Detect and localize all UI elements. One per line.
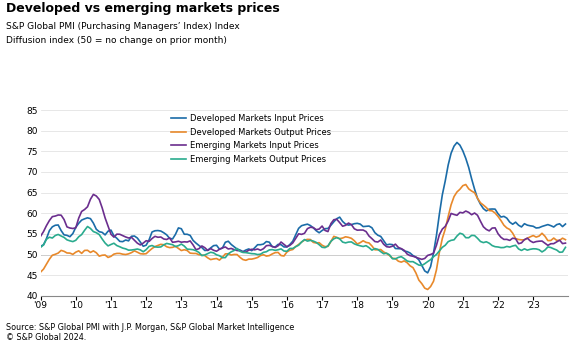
Text: Diffusion index (50 = no change on prior month): Diffusion index (50 = no change on prior… bbox=[6, 36, 227, 45]
Developed Markets Output Prices bbox=[46, 257, 53, 261]
Developed Markets Output Prices bbox=[424, 288, 431, 292]
Emerging Markets Output Prices bbox=[509, 244, 516, 248]
Emerging Markets Input Prices bbox=[509, 236, 516, 240]
Text: S&P Global PMI (Purchasing Managers’ Index) Index: S&P Global PMI (Purchasing Managers’ Ind… bbox=[6, 22, 240, 31]
Emerging Markets Output Prices bbox=[550, 247, 557, 251]
Emerging Markets Output Prices bbox=[240, 250, 246, 255]
Developed Markets Input Prices bbox=[562, 222, 569, 226]
Developed Markets Input Prices bbox=[424, 271, 431, 275]
Developed Markets Output Prices bbox=[562, 238, 569, 242]
Emerging Markets Input Prices bbox=[562, 241, 569, 245]
Text: Source: S&P Global PMI with J.P. Morgan, S&P Global Market Intelligence
© S&P Gl: Source: S&P Global PMI with J.P. Morgan,… bbox=[6, 323, 294, 342]
Developed Markets Output Prices bbox=[237, 255, 244, 259]
Developed Markets Output Prices bbox=[146, 249, 153, 253]
Developed Markets Input Prices bbox=[550, 225, 557, 229]
Legend: Developed Markets Input Prices, Developed Markets Output Prices, Emerging Market: Developed Markets Input Prices, Develope… bbox=[172, 114, 331, 164]
Text: Developed vs emerging markets prices: Developed vs emerging markets prices bbox=[6, 2, 280, 15]
Developed Markets Input Prices bbox=[46, 228, 53, 233]
Developed Markets Input Prices bbox=[37, 244, 44, 248]
Emerging Markets Output Prices bbox=[148, 244, 155, 248]
Developed Markets Input Prices bbox=[146, 238, 153, 242]
Emerging Markets Input Prices bbox=[418, 257, 425, 261]
Developed Markets Output Prices bbox=[462, 182, 469, 186]
Line: Emerging Markets Output Prices: Emerging Markets Output Prices bbox=[41, 226, 566, 266]
Developed Markets Output Prices bbox=[509, 231, 516, 235]
Developed Markets Output Prices bbox=[37, 270, 44, 274]
Line: Emerging Markets Input Prices: Emerging Markets Input Prices bbox=[41, 194, 566, 259]
Line: Developed Markets Input Prices: Developed Markets Input Prices bbox=[41, 142, 566, 273]
Developed Markets Output Prices bbox=[99, 253, 106, 257]
Emerging Markets Output Prices bbox=[46, 235, 53, 239]
Developed Markets Output Prices bbox=[550, 236, 557, 240]
Developed Markets Input Prices bbox=[509, 222, 516, 226]
Developed Markets Input Prices bbox=[237, 248, 244, 252]
Emerging Markets Output Prices bbox=[562, 245, 569, 249]
Developed Markets Input Prices bbox=[454, 140, 461, 144]
Developed Markets Input Prices bbox=[99, 230, 106, 235]
Emerging Markets Output Prices bbox=[102, 241, 108, 245]
Emerging Markets Output Prices bbox=[84, 224, 91, 228]
Emerging Markets Input Prices bbox=[102, 216, 108, 220]
Emerging Markets Output Prices bbox=[37, 245, 44, 249]
Line: Developed Markets Output Prices: Developed Markets Output Prices bbox=[41, 184, 566, 290]
Emerging Markets Input Prices bbox=[550, 241, 557, 246]
Emerging Markets Input Prices bbox=[148, 236, 155, 240]
Emerging Markets Input Prices bbox=[46, 218, 53, 223]
Emerging Markets Input Prices bbox=[240, 250, 246, 254]
Emerging Markets Input Prices bbox=[90, 192, 97, 196]
Emerging Markets Input Prices bbox=[37, 234, 44, 238]
Emerging Markets Output Prices bbox=[418, 264, 425, 268]
